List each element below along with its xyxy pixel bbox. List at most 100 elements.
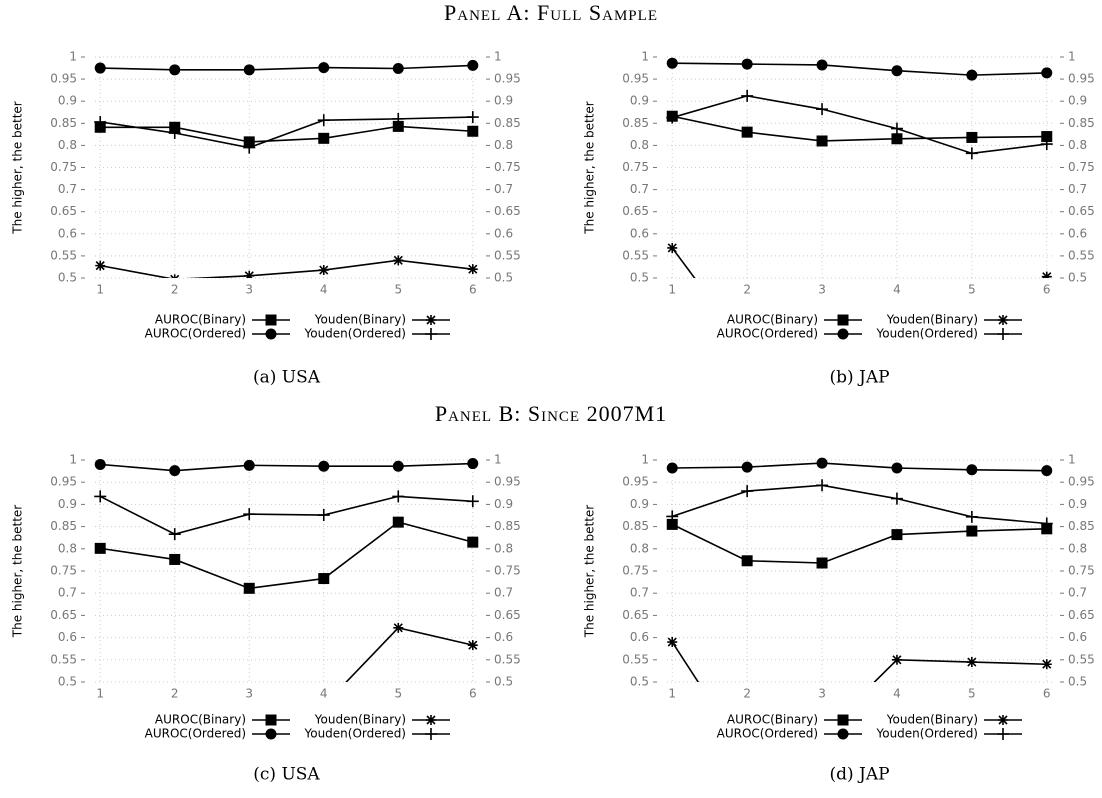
series-line [671,523,1047,564]
data-point [392,120,404,132]
x-tick-label: 3 [818,283,826,297]
data-point [1040,517,1053,530]
legend-marker [425,328,437,340]
y-tick-label: 1 [69,50,77,64]
data-point [392,490,405,503]
data-point [966,657,977,668]
data-point [393,622,404,633]
y2-tick-label: 0.6 [1068,630,1087,644]
x-tick-label: 3 [245,283,253,297]
y-tick-label: 0.95 [50,475,77,489]
data-point [667,637,678,648]
data-point [741,126,753,138]
y2-tick-label: 0.9 [1068,94,1087,108]
data-point [243,64,255,76]
x-tick-label: 3 [818,687,826,701]
y-tick-label: 0.55 [50,248,77,262]
series-line [671,484,1047,525]
legend-marker [265,714,277,726]
legend-marker [998,315,1008,325]
series-line [100,125,473,143]
legend-label: AUROC(Binary) [727,313,818,327]
y-tick-label: 0.95 [50,72,77,86]
y2-tick-label: 0.85 [494,519,521,533]
x-tick-label: 1 [668,283,676,297]
data-point [966,464,978,476]
data-point [1041,659,1052,670]
series-line [345,626,473,682]
y2-tick-label: 0.95 [494,72,521,86]
y2-tick-label: 1 [1068,453,1076,467]
y2-tick-label: 1 [494,50,502,64]
data-point [393,255,404,266]
y2-tick-label: 0.8 [494,541,513,555]
legend-label: AUROC(Ordered) [717,327,818,341]
data-point [317,509,330,522]
legend-label: Youden(Ordered) [876,727,979,741]
chart: 0.5 0.5 0.55 0.55 0.6 0.6 0.65 0.65 0.7 0.7 0.75 0.… [583,50,1095,388]
y-tick-label: 0.8 [58,138,77,152]
data-point [243,459,255,471]
y-tick-label: 0.65 [622,204,649,218]
legend-marker [997,728,1009,740]
plot-area [94,59,479,278]
y-axis-label: The higher, the better [11,101,25,235]
y-tick-label: 0.65 [50,204,77,218]
y-tick-label: 0.85 [622,519,649,533]
y2-tick-label: 1 [494,453,502,467]
data-point [318,132,330,144]
x-tick-label: 3 [245,687,253,701]
data-point [168,528,181,541]
legend-marker [998,715,1008,725]
series-line [672,62,1047,76]
legend-label: Youden(Binary) [314,713,406,727]
data-point [741,485,754,498]
data-point [94,115,107,128]
data-point [1041,465,1053,477]
data-point [94,490,107,503]
legend-marker [997,328,1009,340]
legend-label: Youden(Binary) [886,313,978,327]
y2-tick-label: 0.5 [494,675,513,689]
y2-tick-label: 0.75 [494,160,521,174]
y2-tick-label: 0.8 [494,138,513,152]
y2-tick-label: 0.75 [1068,564,1095,578]
y-axis-label: The higher, the better [583,101,597,235]
legend-marker [837,714,849,726]
data-point [95,260,106,271]
y2-tick-label: 0.55 [494,248,521,262]
data-point [966,69,978,81]
legend-label: Youden(Ordered) [304,327,407,341]
x-tick-label: 2 [171,283,179,297]
y-tick-label: 0.75 [50,564,77,578]
y-tick-label: 0.85 [50,519,77,533]
y-tick-label: 0.55 [622,248,649,262]
y-tick-label: 0.55 [50,652,77,666]
y2-tick-label: 0.85 [1068,519,1095,533]
data-point [741,461,753,473]
y-tick-label: 1 [641,50,649,64]
y-tick-label: 0.6 [630,630,649,644]
data-point [890,492,903,505]
chart: 0.5 0.5 0.55 0.55 0.6 0.6 0.65 0.65 0.7 0.7 0.75 0.… [11,453,521,785]
y-tick-label: 1 [641,453,649,467]
data-point [243,582,255,594]
y2-tick-label: 0.7 [1068,586,1087,600]
y-tick-label: 0.75 [50,160,77,174]
data-point [666,111,679,124]
y2-tick-label: 0.7 [1068,182,1087,196]
chart: 0.5 0.5 0.55 0.55 0.6 0.6 0.65 0.65 0.7 0.7 0.75 0.… [583,453,1095,785]
legend-marker [265,728,277,740]
legend-marker [265,314,277,326]
x-tick-label: 2 [743,283,751,297]
data-point [816,557,828,569]
x-tick-label: 5 [394,687,402,701]
x-tick-label: 2 [171,687,179,701]
series-line [672,462,1047,472]
legend-label: AUROC(Ordered) [145,727,246,741]
y2-tick-label: 1 [1068,50,1076,64]
legend-marker [837,728,849,740]
data-point [891,65,903,77]
data-point [816,103,829,116]
data-point [318,62,330,74]
